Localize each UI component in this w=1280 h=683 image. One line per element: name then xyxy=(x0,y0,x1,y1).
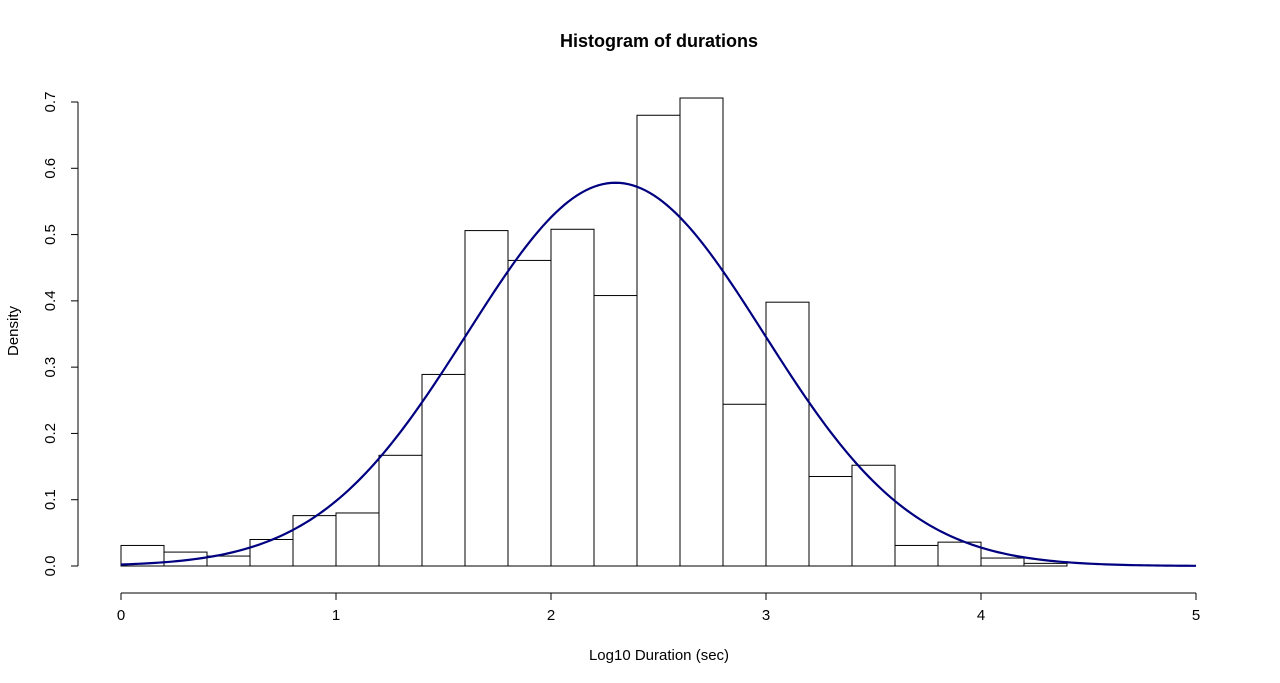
x-tick-label: 1 xyxy=(332,607,340,624)
x-tick-label: 4 xyxy=(977,607,985,624)
histogram-bar-7 xyxy=(421,373,466,567)
histogram-bar-14 xyxy=(722,403,767,567)
y-tick-label: 0.4 xyxy=(42,290,59,311)
y-axis-label: Density xyxy=(5,305,22,356)
y-tick-label: 0.6 xyxy=(42,158,59,179)
histogram-bar-11 xyxy=(593,295,638,567)
y-tick-label: 0.3 xyxy=(42,357,59,378)
histogram-bar-2 xyxy=(206,555,251,567)
curve-group xyxy=(120,181,1197,567)
x-tick-label: 3 xyxy=(762,607,770,624)
y-tick-label: 0.1 xyxy=(42,489,59,510)
histogram-bar-19 xyxy=(937,541,982,567)
density-curve xyxy=(120,181,1197,567)
x-tick-label: 0 xyxy=(117,607,125,624)
histogram-bar-21 xyxy=(1023,562,1068,567)
histogram-bar-13 xyxy=(679,97,724,567)
histogram-bar-4 xyxy=(292,515,337,567)
y-tick-label: 0.5 xyxy=(42,224,59,245)
y-tick-label: 0.7 xyxy=(42,92,59,113)
x-tick-label: 2 xyxy=(547,607,555,624)
histogram-bar-18 xyxy=(894,544,939,567)
histogram-bar-6 xyxy=(378,454,423,567)
histogram-bar-12 xyxy=(636,114,681,567)
histogram-bar-16 xyxy=(808,476,853,567)
bars-group xyxy=(120,97,1068,567)
histogram-bar-8 xyxy=(464,230,509,567)
x-axis-label: Log10 Duration (sec) xyxy=(589,647,729,664)
x-tick-label: 5 xyxy=(1192,607,1200,624)
histogram-bar-15 xyxy=(765,301,810,567)
histogram-bar-5 xyxy=(335,512,380,567)
y-tick-label: 0.2 xyxy=(42,423,59,444)
histogram-bar-20 xyxy=(980,557,1025,567)
y-axis: 0.0 0.1 0.2 0.3 0.4 0.5 0.6 0.7 xyxy=(42,92,79,577)
histogram-bar-10 xyxy=(550,228,595,567)
x-axis: 0 1 2 3 4 5 xyxy=(117,592,1200,624)
histogram-bar-3 xyxy=(249,538,294,567)
histogram-bar-9 xyxy=(507,259,552,567)
y-tick-label: 0.0 xyxy=(42,556,59,577)
chart-title: Histogram of durations xyxy=(560,31,758,51)
